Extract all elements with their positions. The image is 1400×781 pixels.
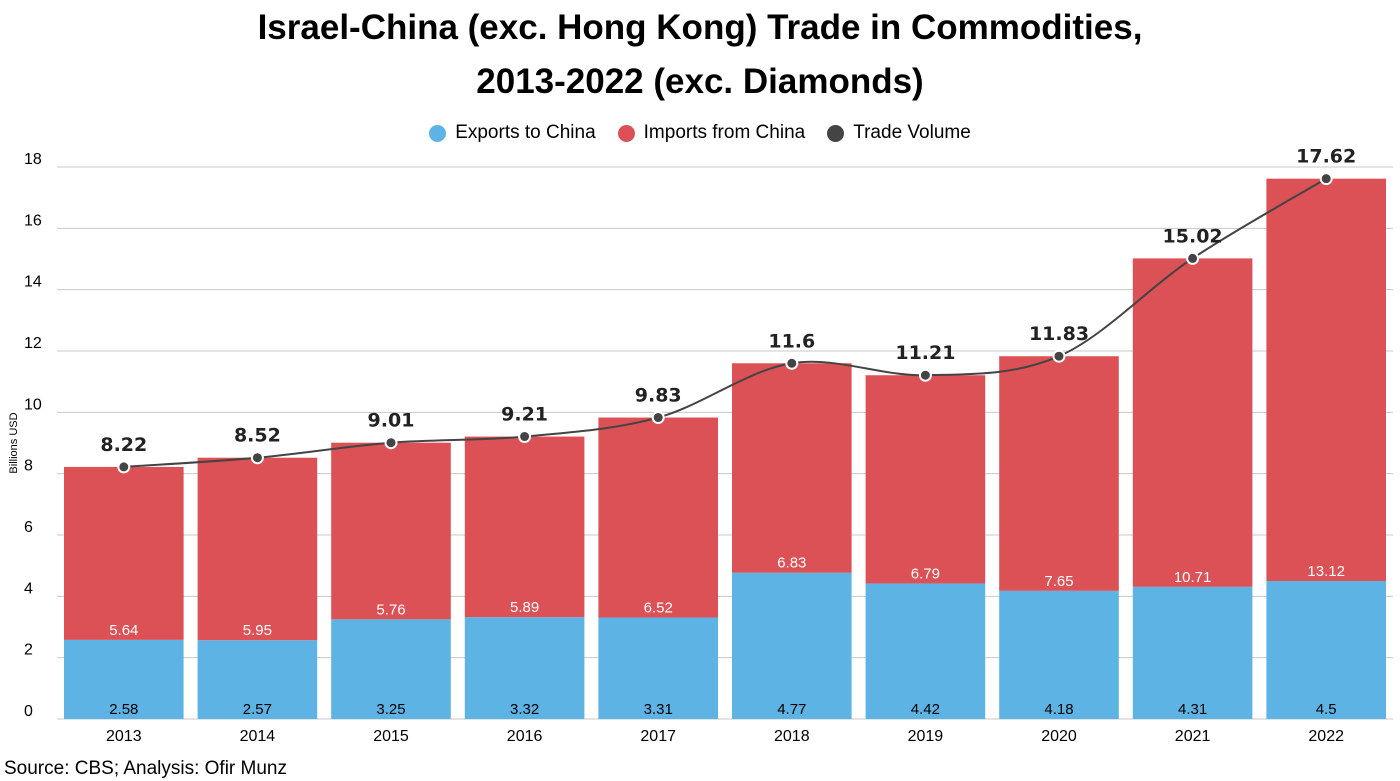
bar-exports [865, 583, 986, 719]
legend-item-imports[interactable]: Imports from China [617, 122, 806, 144]
y-tick-label: 18 [24, 151, 42, 168]
data-label-imports: 6.79 [911, 565, 940, 582]
data-label-exports: 4.77 [777, 701, 806, 718]
data-label-exports: 4.42 [911, 701, 940, 718]
bar-exports [1132, 586, 1253, 719]
x-tick-label: 2022 [1308, 728, 1344, 745]
data-label-imports: 7.65 [1044, 573, 1073, 590]
y-tick-label: 2 [24, 642, 33, 659]
data-label-imports: 10.71 [1174, 569, 1212, 586]
trade-volume-point [250, 451, 264, 465]
legend-swatch-trade-volume [827, 124, 845, 142]
bar-exports [732, 572, 852, 719]
x-tick-label: 2020 [1041, 728, 1077, 745]
x-tick-label: 2017 [640, 728, 676, 745]
data-label-imports: 6.52 [644, 599, 673, 616]
data-label-exports: 2.58 [109, 701, 138, 718]
data-label-imports: 5.64 [109, 622, 138, 639]
source-note: Source: CBS; Analysis: Ofir Munz [4, 758, 287, 779]
bar-imports [64, 466, 184, 640]
data-label-exports: 3.25 [376, 701, 405, 718]
data-label-imports: 5.89 [510, 599, 539, 616]
data-label-exports: 3.31 [644, 701, 673, 718]
y-tick-label: 14 [24, 274, 42, 291]
data-label-exports: 4.31 [1178, 701, 1207, 718]
x-tick-label: 2016 [507, 728, 543, 745]
data-label-trade-volume: 9.01 [368, 410, 415, 432]
y-tick-label: 0 [24, 703, 33, 720]
y-tick-label: 12 [24, 335, 42, 352]
x-tick-label: 2014 [240, 728, 276, 745]
data-label-imports: 5.95 [243, 622, 272, 639]
bar-imports [1132, 258, 1253, 587]
data-label-trade-volume: 9.21 [501, 404, 548, 426]
data-label-trade-volume: 11.83 [1029, 323, 1089, 345]
bar-imports [197, 457, 318, 641]
x-tick-label: 2021 [1175, 728, 1211, 745]
trade-volume-point [518, 430, 532, 444]
trade-volume-point [117, 460, 131, 474]
data-label-exports: 3.32 [510, 701, 539, 718]
data-label-imports: 5.76 [376, 601, 405, 618]
x-tick-label: 2018 [774, 728, 810, 745]
legend-label-exports: Exports to China [455, 122, 596, 143]
trade-volume-point [1319, 172, 1333, 186]
trade-volume-point [785, 356, 799, 370]
data-label-trade-volume: 8.52 [234, 425, 281, 447]
trade-volume-point [918, 368, 932, 382]
x-tick-label: 2015 [373, 728, 409, 745]
data-label-trade-volume: 11.21 [895, 342, 955, 364]
bar-exports [331, 619, 451, 719]
bar-imports [1266, 178, 1386, 582]
bar-imports [999, 356, 1119, 591]
data-label-trade-volume: 15.02 [1163, 225, 1223, 247]
trade-volume-point [1052, 349, 1066, 363]
data-label-exports: 4.18 [1044, 701, 1073, 718]
bar-exports [64, 639, 184, 719]
bar-exports [464, 617, 585, 719]
x-tick-label: 2013 [106, 728, 142, 745]
legend-swatch-exports [429, 124, 447, 142]
bar-exports [999, 590, 1119, 719]
bar-imports [464, 436, 585, 618]
y-tick-label: 6 [24, 519, 33, 536]
bar-imports [598, 417, 718, 618]
trade-volume-point [1186, 251, 1200, 265]
bar-exports [1266, 581, 1386, 719]
trade-volume-point [651, 411, 665, 425]
data-label-exports: 4.5 [1316, 701, 1337, 718]
legend-item-trade-volume[interactable]: Trade Volume [827, 122, 971, 144]
trade-volume-point [384, 436, 398, 450]
legend-swatch-imports [617, 124, 635, 142]
legend-label-imports: Imports from China [643, 122, 806, 143]
bar-imports [732, 363, 852, 573]
data-label-trade-volume: 9.83 [635, 385, 682, 407]
y-tick-label: 4 [24, 580, 33, 597]
bar-exports [598, 617, 718, 719]
trade-volume-line [123, 177, 1327, 468]
data-label-exports: 2.57 [243, 701, 272, 718]
y-tick-label: 10 [24, 396, 42, 413]
legend: Exports to China Imports from China Trad… [0, 122, 1400, 144]
chart-title-line-1: Israel-China (exc. Hong Kong) Trade in C… [257, 8, 1143, 47]
x-tick-label: 2019 [908, 728, 944, 745]
bar-imports [865, 375, 986, 584]
data-label-trade-volume: 8.22 [100, 434, 147, 456]
legend-label-trade-volume: Trade Volume [853, 122, 971, 143]
data-label-imports: 13.12 [1307, 563, 1345, 580]
y-tick-label: 16 [24, 212, 42, 229]
bar-imports [331, 442, 451, 620]
y-tick-label: 8 [24, 458, 33, 475]
legend-item-exports[interactable]: Exports to China [429, 122, 596, 144]
chart-title-line-2: 2013-2022 (exc. Diamonds) [476, 62, 924, 101]
bar-exports [197, 640, 318, 719]
data-label-imports: 6.83 [777, 555, 806, 572]
data-label-trade-volume: 17.62 [1296, 146, 1356, 168]
data-label-trade-volume: 11.6 [768, 330, 815, 352]
